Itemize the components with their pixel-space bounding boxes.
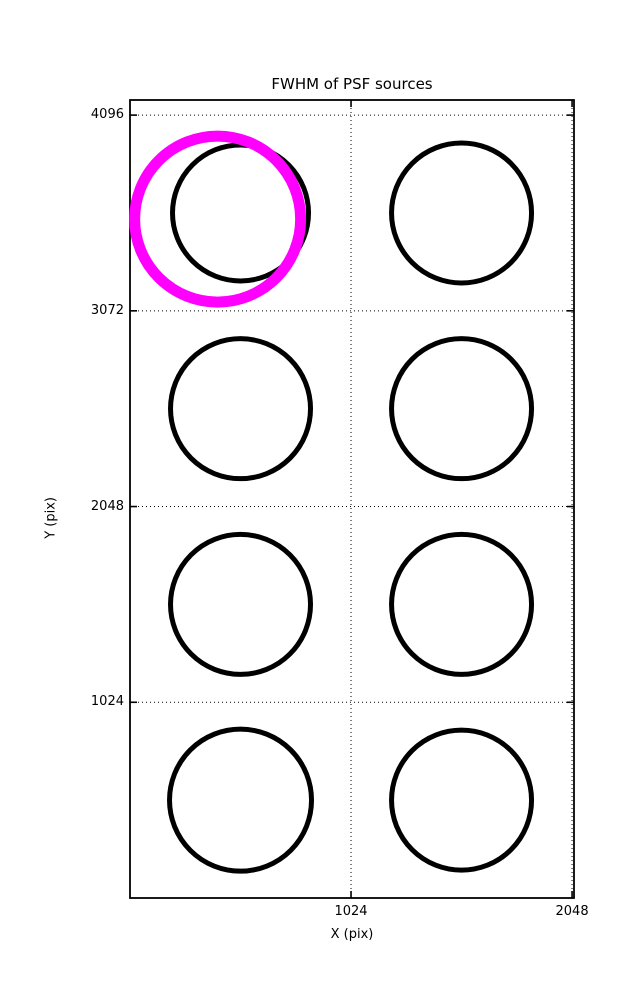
chart-title: FWHM of PSF sources [271, 75, 433, 93]
highlighted-source-circle [129, 130, 307, 308]
x-tick-label-2048: 2048 [555, 904, 589, 919]
psf-sources-circle [389, 336, 535, 482]
axes-spines [129, 99, 575, 899]
y-axis-label-text: Y (pix) [43, 497, 58, 539]
y-tick-label-4096: 4096 [90, 107, 124, 123]
psf-sources-circle [167, 726, 315, 874]
psf-sources-circle [389, 140, 535, 286]
x-axis-label: X (pix) [330, 927, 374, 942]
y-tick-label-1024: 1024 [90, 694, 124, 710]
y-tick-label-3072: 3072 [90, 302, 124, 318]
psf-sources-circle [389, 531, 535, 677]
y-tick-label-2048: 2048 [90, 498, 124, 514]
x-tick-label-1024: 1024 [334, 904, 368, 919]
psf-sources-circle [168, 531, 314, 677]
psf-sources-circle [389, 727, 535, 873]
psf-sources-circle [168, 336, 314, 482]
